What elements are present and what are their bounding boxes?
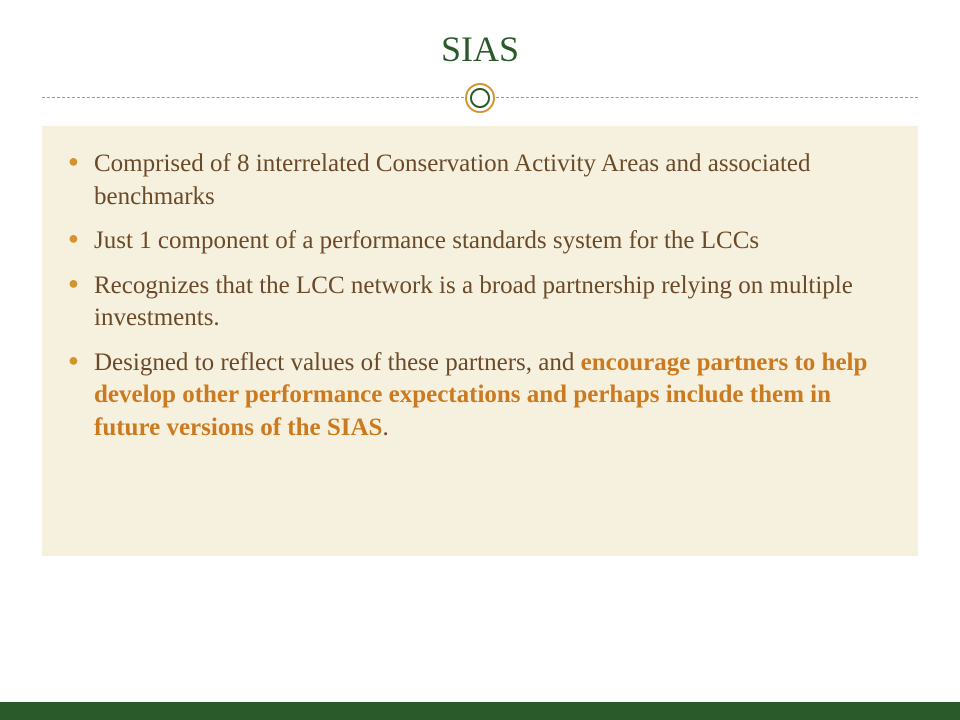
divider-circle-icon <box>464 82 496 114</box>
list-item: Just 1 component of a performance standa… <box>60 225 900 258</box>
bottom-accent-bar <box>0 702 960 720</box>
bullet-text: Just 1 component of a performance standa… <box>94 227 759 254</box>
list-item: Comprised of 8 interrelated Conservation… <box>60 148 900 213</box>
bullet-text: Comprised of 8 interrelated Conservation… <box>94 150 810 210</box>
slide-title: SIAS <box>0 0 960 78</box>
slide: SIAS Comprised of 8 interrelated Conserv… <box>0 0 960 720</box>
title-divider <box>0 78 960 118</box>
content-panel: Comprised of 8 interrelated Conservation… <box>42 126 918 556</box>
list-item: Recognizes that the LCC network is a bro… <box>60 270 900 335</box>
list-item: Designed to reflect values of these part… <box>60 347 900 445</box>
bullet-text: Recognizes that the LCC network is a bro… <box>94 272 853 332</box>
bullet-suffix: . <box>382 414 388 441</box>
bullet-prefix: Designed to reflect values of these part… <box>94 349 581 376</box>
bullet-list: Comprised of 8 interrelated Conservation… <box>60 148 900 444</box>
